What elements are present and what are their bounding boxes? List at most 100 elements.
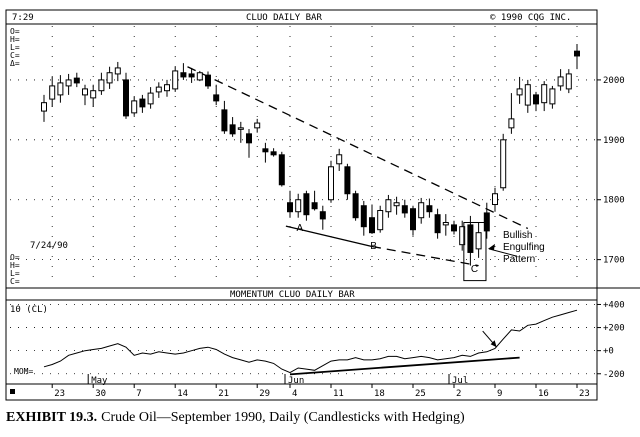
momentum-param: 10 (CL) xyxy=(10,305,48,315)
readout-label: H= xyxy=(10,35,20,44)
candle-body xyxy=(369,217,375,234)
candle-body xyxy=(574,50,580,57)
candle-body xyxy=(426,205,433,213)
candle xyxy=(344,163,351,200)
exhibit-caption: EXHIBIT 19.3. Crude Oil—September 1990, D… xyxy=(6,410,465,426)
chart-title: CLUO DAILY BAR xyxy=(246,13,322,23)
candle xyxy=(229,117,236,137)
candle xyxy=(172,66,179,92)
readout-label: O= xyxy=(10,27,20,36)
readout-label: C= xyxy=(10,277,20,286)
candle xyxy=(385,194,392,218)
candle xyxy=(49,76,56,107)
candle xyxy=(155,82,162,98)
axis-corner-marker xyxy=(10,389,15,394)
candle-body xyxy=(254,122,261,129)
candle-body xyxy=(164,84,170,92)
candle-body xyxy=(483,212,490,232)
momentum-title: MOMENTUM CLUO DAILY BAR xyxy=(230,290,355,300)
candle-body xyxy=(57,82,64,96)
date-tick-label: 14 xyxy=(177,389,188,399)
candle-body xyxy=(229,124,236,135)
candle xyxy=(574,43,580,70)
candle xyxy=(278,151,285,187)
candle-body xyxy=(237,127,244,130)
date-stamp: 7/24/90 xyxy=(30,241,68,251)
date-tick-label: 29 xyxy=(259,389,270,399)
price-tick-label: 1900 xyxy=(603,136,625,146)
candle xyxy=(262,142,269,163)
candle xyxy=(311,190,318,211)
point-label-a: A xyxy=(297,223,304,234)
date-tick-label: 16 xyxy=(538,389,549,399)
candle-body xyxy=(328,166,334,201)
candle xyxy=(270,148,277,157)
candle-body xyxy=(410,208,416,231)
candle xyxy=(73,72,80,88)
date-tick-label: 7 xyxy=(136,389,141,399)
momentum-tick-label: -200 xyxy=(603,370,625,380)
candlesticks xyxy=(41,43,580,266)
momentum-label: MOM= xyxy=(14,367,33,376)
candle xyxy=(492,187,498,212)
candle xyxy=(98,72,105,95)
candle-body xyxy=(492,193,498,206)
copyright-label: © 1990 CQG INC. xyxy=(490,13,571,23)
candle-body xyxy=(114,67,121,75)
candle xyxy=(557,69,564,91)
candle-body xyxy=(221,109,228,132)
pattern-box xyxy=(463,221,487,282)
candle-body xyxy=(377,210,384,231)
candle xyxy=(82,84,88,106)
candle xyxy=(57,75,64,103)
candle xyxy=(139,94,146,113)
readout-label: L= xyxy=(10,43,20,52)
candle xyxy=(426,198,433,218)
candle xyxy=(106,66,113,89)
candle-body xyxy=(549,88,556,105)
candle-body xyxy=(278,154,285,186)
candle xyxy=(377,205,384,233)
candle xyxy=(434,208,441,239)
candle xyxy=(90,84,97,107)
candle xyxy=(442,214,449,236)
caption-label: EXHIBIT 19.3. xyxy=(6,410,98,425)
candle xyxy=(360,200,367,236)
candle xyxy=(410,205,416,236)
candle xyxy=(295,193,302,218)
candle-body xyxy=(442,221,449,226)
candle xyxy=(475,222,482,258)
momentum-trendline xyxy=(289,356,520,376)
month-label: Jun xyxy=(288,376,304,386)
candle xyxy=(352,190,359,221)
candle-body xyxy=(418,202,425,219)
candle-body xyxy=(90,90,97,99)
candle xyxy=(41,94,47,122)
annotation-arrow-shaft xyxy=(488,248,517,257)
candle-body xyxy=(459,226,466,246)
momentum-series xyxy=(43,309,578,374)
candle xyxy=(369,204,375,234)
chart-frame xyxy=(5,9,598,401)
candle xyxy=(180,63,187,80)
date-tick-label: 23 xyxy=(54,389,65,399)
annotation-text: Engulfing xyxy=(503,242,545,253)
candle-body xyxy=(336,154,343,165)
candle xyxy=(131,96,138,116)
price-tick-label: 2000 xyxy=(603,76,625,86)
trendline-upper xyxy=(187,66,529,230)
ohlc-readout: O=H=L=C=Δ= xyxy=(10,27,20,68)
candle-body xyxy=(131,100,138,114)
candle-body xyxy=(467,224,474,253)
trendline-lower xyxy=(285,225,373,248)
candle-body xyxy=(352,193,359,219)
candle xyxy=(188,67,195,83)
date-tick-label: 9 xyxy=(497,389,502,399)
candle-body xyxy=(262,148,269,153)
price-grid xyxy=(10,26,597,286)
candle xyxy=(303,190,310,221)
candle-body xyxy=(155,86,162,93)
candle-body xyxy=(106,72,113,84)
